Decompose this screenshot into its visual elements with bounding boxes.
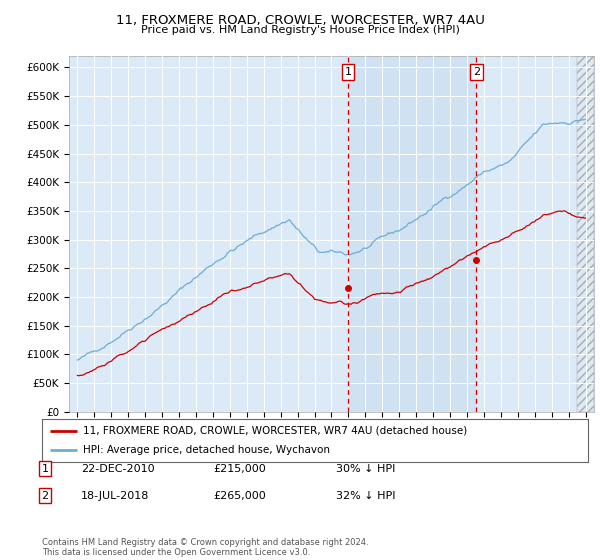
Text: 22-DEC-2010: 22-DEC-2010 <box>81 464 155 474</box>
Text: £265,000: £265,000 <box>213 491 266 501</box>
Text: HPI: Average price, detached house, Wychavon: HPI: Average price, detached house, Wych… <box>83 445 330 455</box>
Text: 11, FROXMERE ROAD, CROWLE, WORCESTER, WR7 4AU (detached house): 11, FROXMERE ROAD, CROWLE, WORCESTER, WR… <box>83 426 467 436</box>
Text: 1: 1 <box>344 67 352 77</box>
Bar <box>577 56 594 412</box>
Text: 18-JUL-2018: 18-JUL-2018 <box>81 491 149 501</box>
Text: 32% ↓ HPI: 32% ↓ HPI <box>336 491 395 501</box>
Text: 1: 1 <box>41 464 49 474</box>
Text: Contains HM Land Registry data © Crown copyright and database right 2024.
This d: Contains HM Land Registry data © Crown c… <box>42 538 368 557</box>
Text: 2: 2 <box>41 491 49 501</box>
Text: 2: 2 <box>473 67 480 77</box>
Bar <box>348 56 476 412</box>
Text: 30% ↓ HPI: 30% ↓ HPI <box>336 464 395 474</box>
Text: £215,000: £215,000 <box>213 464 266 474</box>
Text: Price paid vs. HM Land Registry's House Price Index (HPI): Price paid vs. HM Land Registry's House … <box>140 25 460 35</box>
Text: 11, FROXMERE ROAD, CROWLE, WORCESTER, WR7 4AU: 11, FROXMERE ROAD, CROWLE, WORCESTER, WR… <box>116 14 484 27</box>
